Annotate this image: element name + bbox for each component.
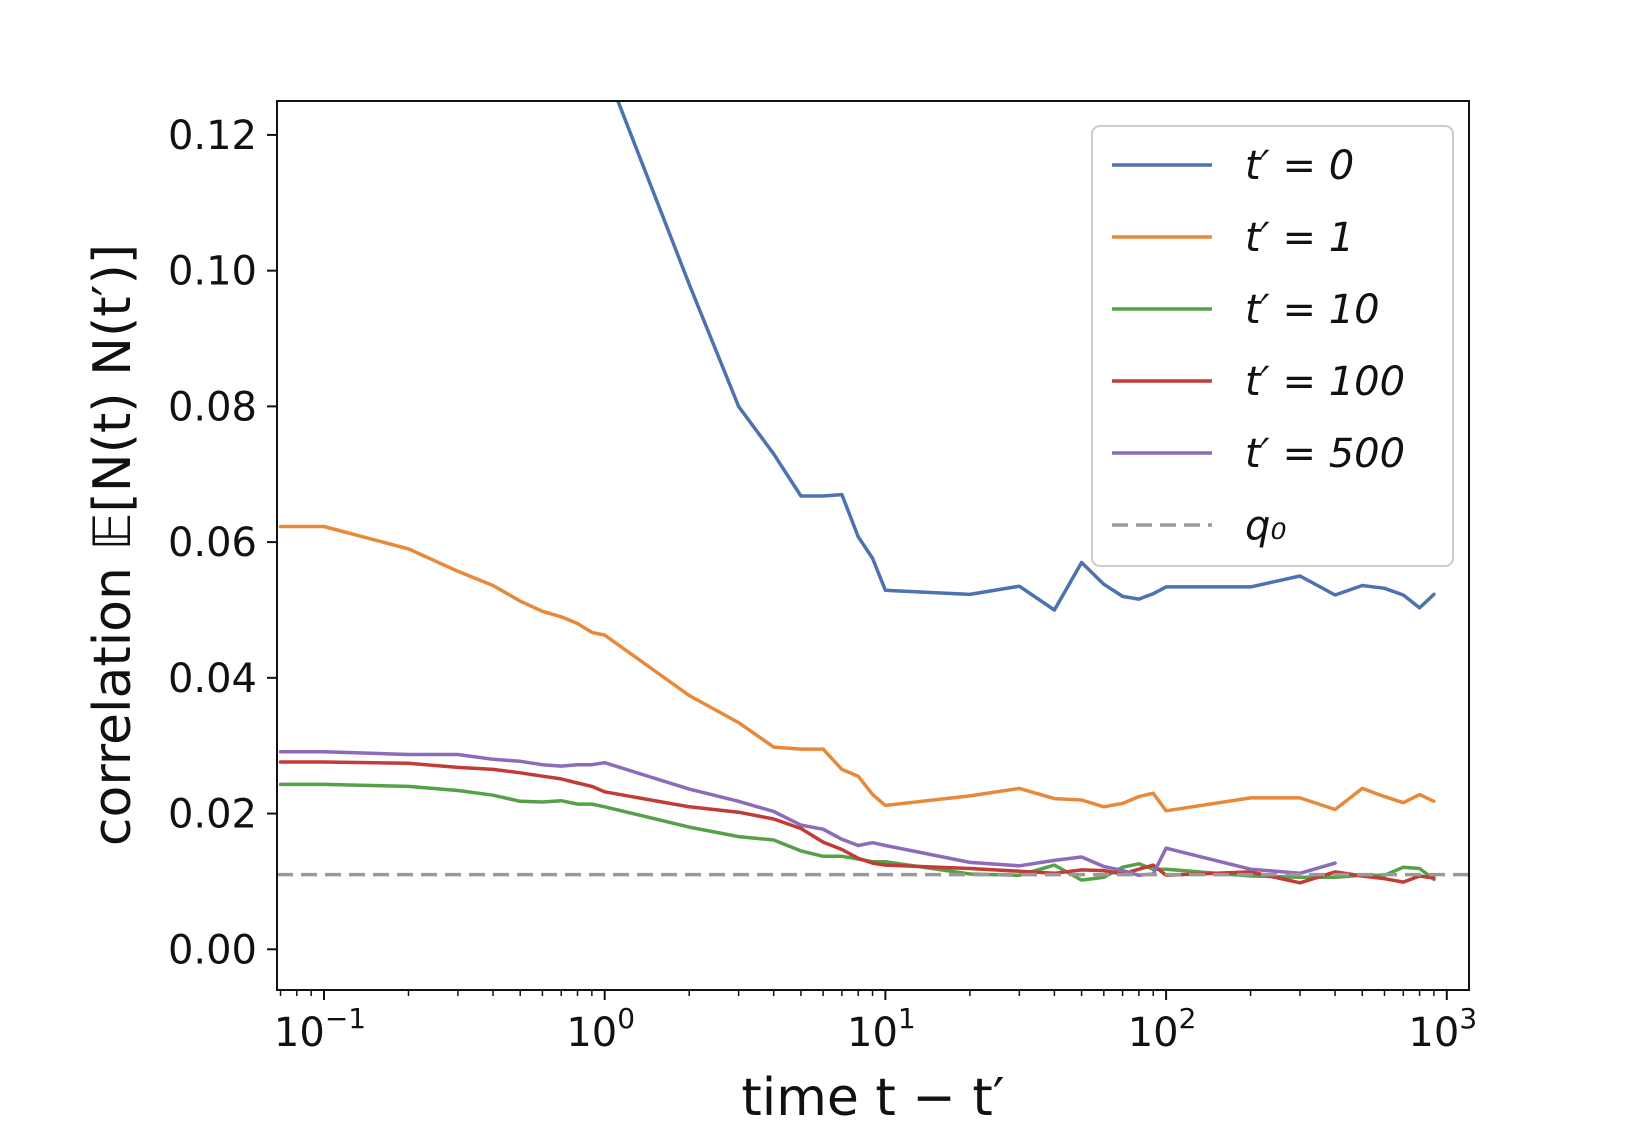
x-tick-label: 102 — [1128, 1002, 1197, 1056]
y-tick-label: 0.04 — [168, 656, 257, 702]
y-tick-label: 0.06 — [168, 520, 257, 566]
series-line-1 — [278, 524, 1436, 813]
y-tick-label: 0.10 — [168, 249, 257, 295]
y-tick-label: 0.08 — [168, 384, 257, 430]
legend-box — [1091, 125, 1454, 567]
x-axis-label: time t − t′ — [741, 1068, 1004, 1128]
legend: t′ = 0 t′ = 1 t′ = 10 t′ = 100 t′ = 500 q₀ — [1091, 125, 1454, 567]
x-axis-ticks: 10−1 100 101 102 103 — [274, 990, 1477, 1056]
series-line-4 — [278, 750, 1337, 878]
series-line-3 — [278, 760, 1436, 885]
x-tick-label: 103 — [1408, 1002, 1477, 1056]
y-axis-ticks: 0.00 0.02 0.04 0.06 0.08 0.10 0.12 — [168, 113, 277, 973]
legend-label-5: q₀ — [1245, 503, 1286, 549]
legend-label-1: t′ = 1 — [1245, 215, 1354, 261]
series-line-0 — [616, 101, 1436, 612]
y-tick-label: 0.00 — [168, 927, 257, 973]
series-layer — [277, 101, 1469, 885]
y-tick-label: 0.02 — [168, 792, 257, 838]
x-tick-label: 100 — [566, 1002, 635, 1056]
legend-label-0: t′ = 0 — [1245, 143, 1354, 189]
y-tick-label: 0.12 — [168, 113, 257, 159]
y-axis-label: correlation 𝔼[N(t) N(t′)] — [83, 244, 143, 846]
legend-label-4: t′ = 500 — [1245, 431, 1405, 477]
x-tick-label: 101 — [847, 1002, 916, 1056]
legend-label-2: t′ = 10 — [1245, 287, 1380, 333]
x-tick-label: 10−1 — [274, 1002, 366, 1056]
legend-label-3: t′ = 100 — [1245, 359, 1405, 405]
